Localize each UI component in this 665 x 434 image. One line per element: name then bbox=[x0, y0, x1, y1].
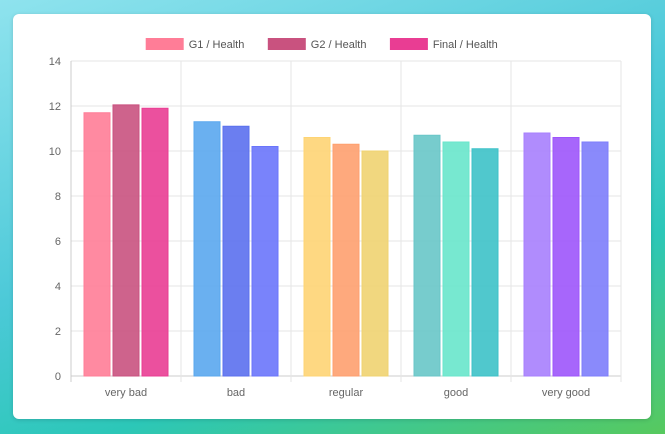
x-tick-label: very good bbox=[542, 387, 590, 399]
y-tick-label: 0 bbox=[55, 371, 61, 383]
legend-swatch[interactable] bbox=[145, 38, 184, 50]
bar[interactable] bbox=[581, 141, 609, 377]
x-tick-label: bad bbox=[227, 387, 245, 399]
y-tick-label: 12 bbox=[49, 101, 61, 113]
chart-card: 0 2 4 6 8 10 12 14 very bad bad regular good very go… bbox=[13, 14, 651, 419]
x-tick-label: good bbox=[444, 387, 468, 399]
legend-swatch[interactable] bbox=[267, 38, 306, 50]
bar[interactable] bbox=[141, 107, 169, 377]
legend-label[interactable]: G2 / Health bbox=[311, 39, 367, 51]
y-tick-label: 6 bbox=[55, 236, 61, 248]
legend-label[interactable]: Final / Health bbox=[433, 39, 498, 51]
x-tick-label: very bad bbox=[105, 387, 147, 399]
bar[interactable] bbox=[83, 112, 111, 377]
y-tick-label: 14 bbox=[49, 56, 61, 68]
bar-chart: 0 2 4 6 8 10 12 14 very bad bad regular good very go… bbox=[49, 38, 622, 399]
y-tick-label: 4 bbox=[55, 281, 61, 293]
bar[interactable] bbox=[523, 132, 551, 377]
bar[interactable] bbox=[222, 125, 250, 377]
y-tick-label: 2 bbox=[55, 326, 61, 338]
bar[interactable] bbox=[303, 137, 331, 377]
bar[interactable] bbox=[361, 150, 389, 377]
legend-label[interactable]: G1 / Health bbox=[189, 39, 245, 51]
bar[interactable] bbox=[442, 141, 470, 377]
x-tick-label: regular bbox=[329, 387, 364, 399]
y-tick-label: 10 bbox=[49, 146, 61, 158]
bar[interactable] bbox=[332, 143, 360, 377]
bar[interactable] bbox=[471, 148, 499, 377]
bar[interactable] bbox=[552, 137, 580, 377]
bar[interactable] bbox=[193, 121, 221, 377]
legend-swatch[interactable] bbox=[389, 38, 428, 50]
bar[interactable] bbox=[251, 146, 279, 377]
bar[interactable] bbox=[112, 104, 140, 377]
bar[interactable] bbox=[413, 134, 441, 377]
y-tick-label: 8 bbox=[55, 191, 61, 203]
